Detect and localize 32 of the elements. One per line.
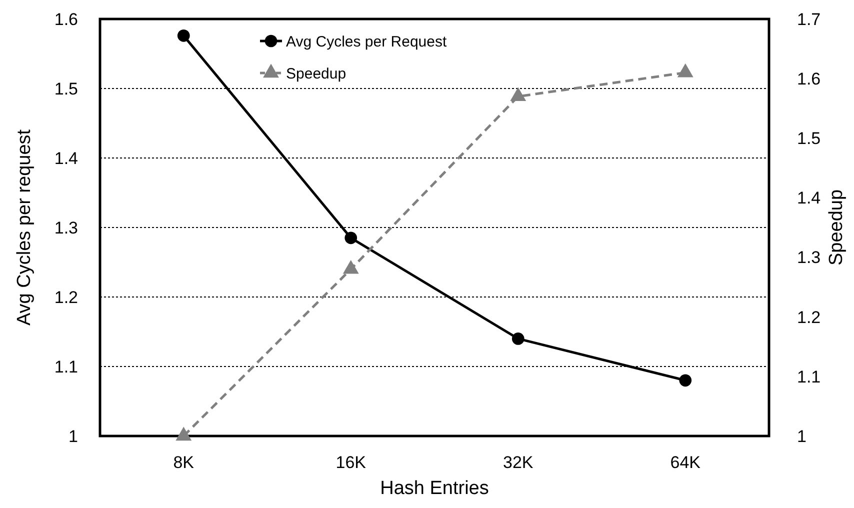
point: [177, 30, 190, 42]
x-tick-label: 16K: [336, 453, 367, 472]
legend-label: Avg Cycles per Request: [286, 33, 448, 50]
x-tick-label: 8K: [173, 453, 195, 472]
x-tick-label: 32K: [503, 453, 534, 472]
y2-tick-label: 1.5: [797, 129, 821, 148]
x-axis-title: Hash Entries: [380, 478, 489, 499]
y2-tick-label: 1.6: [797, 70, 821, 89]
y-tick-label: 1.6: [54, 10, 78, 29]
point: [677, 63, 694, 78]
y-tick-label: 1: [68, 426, 78, 446]
point: [510, 87, 526, 102]
y2-tick-label: 1.3: [797, 248, 821, 268]
y-tick-label: 1.3: [54, 218, 78, 238]
y-tick-label: 1.1: [54, 357, 78, 376]
y2-tick-label: 1.7: [797, 10, 821, 29]
y2-tick-label: 1: [797, 426, 806, 446]
legend-label: Speedup: [286, 65, 346, 82]
y2-axis-title: Speedup: [826, 189, 847, 266]
y-tick-label: 1.2: [54, 288, 78, 307]
point: [342, 260, 359, 274]
y-tick-label: 1.4: [54, 148, 78, 168]
y2-tick-label: 1.1: [797, 367, 821, 386]
y-tick-label: 1.5: [54, 79, 78, 98]
y-axis-title: Avg Cycles per request: [14, 128, 35, 326]
y2-tick-label: 1.2: [797, 308, 821, 327]
point: [344, 232, 358, 244]
point: [176, 426, 192, 441]
x-tick-label: 64K: [670, 453, 702, 472]
point: [512, 332, 524, 345]
point: [679, 374, 692, 387]
y2-tick-label: 1.4: [797, 188, 821, 208]
